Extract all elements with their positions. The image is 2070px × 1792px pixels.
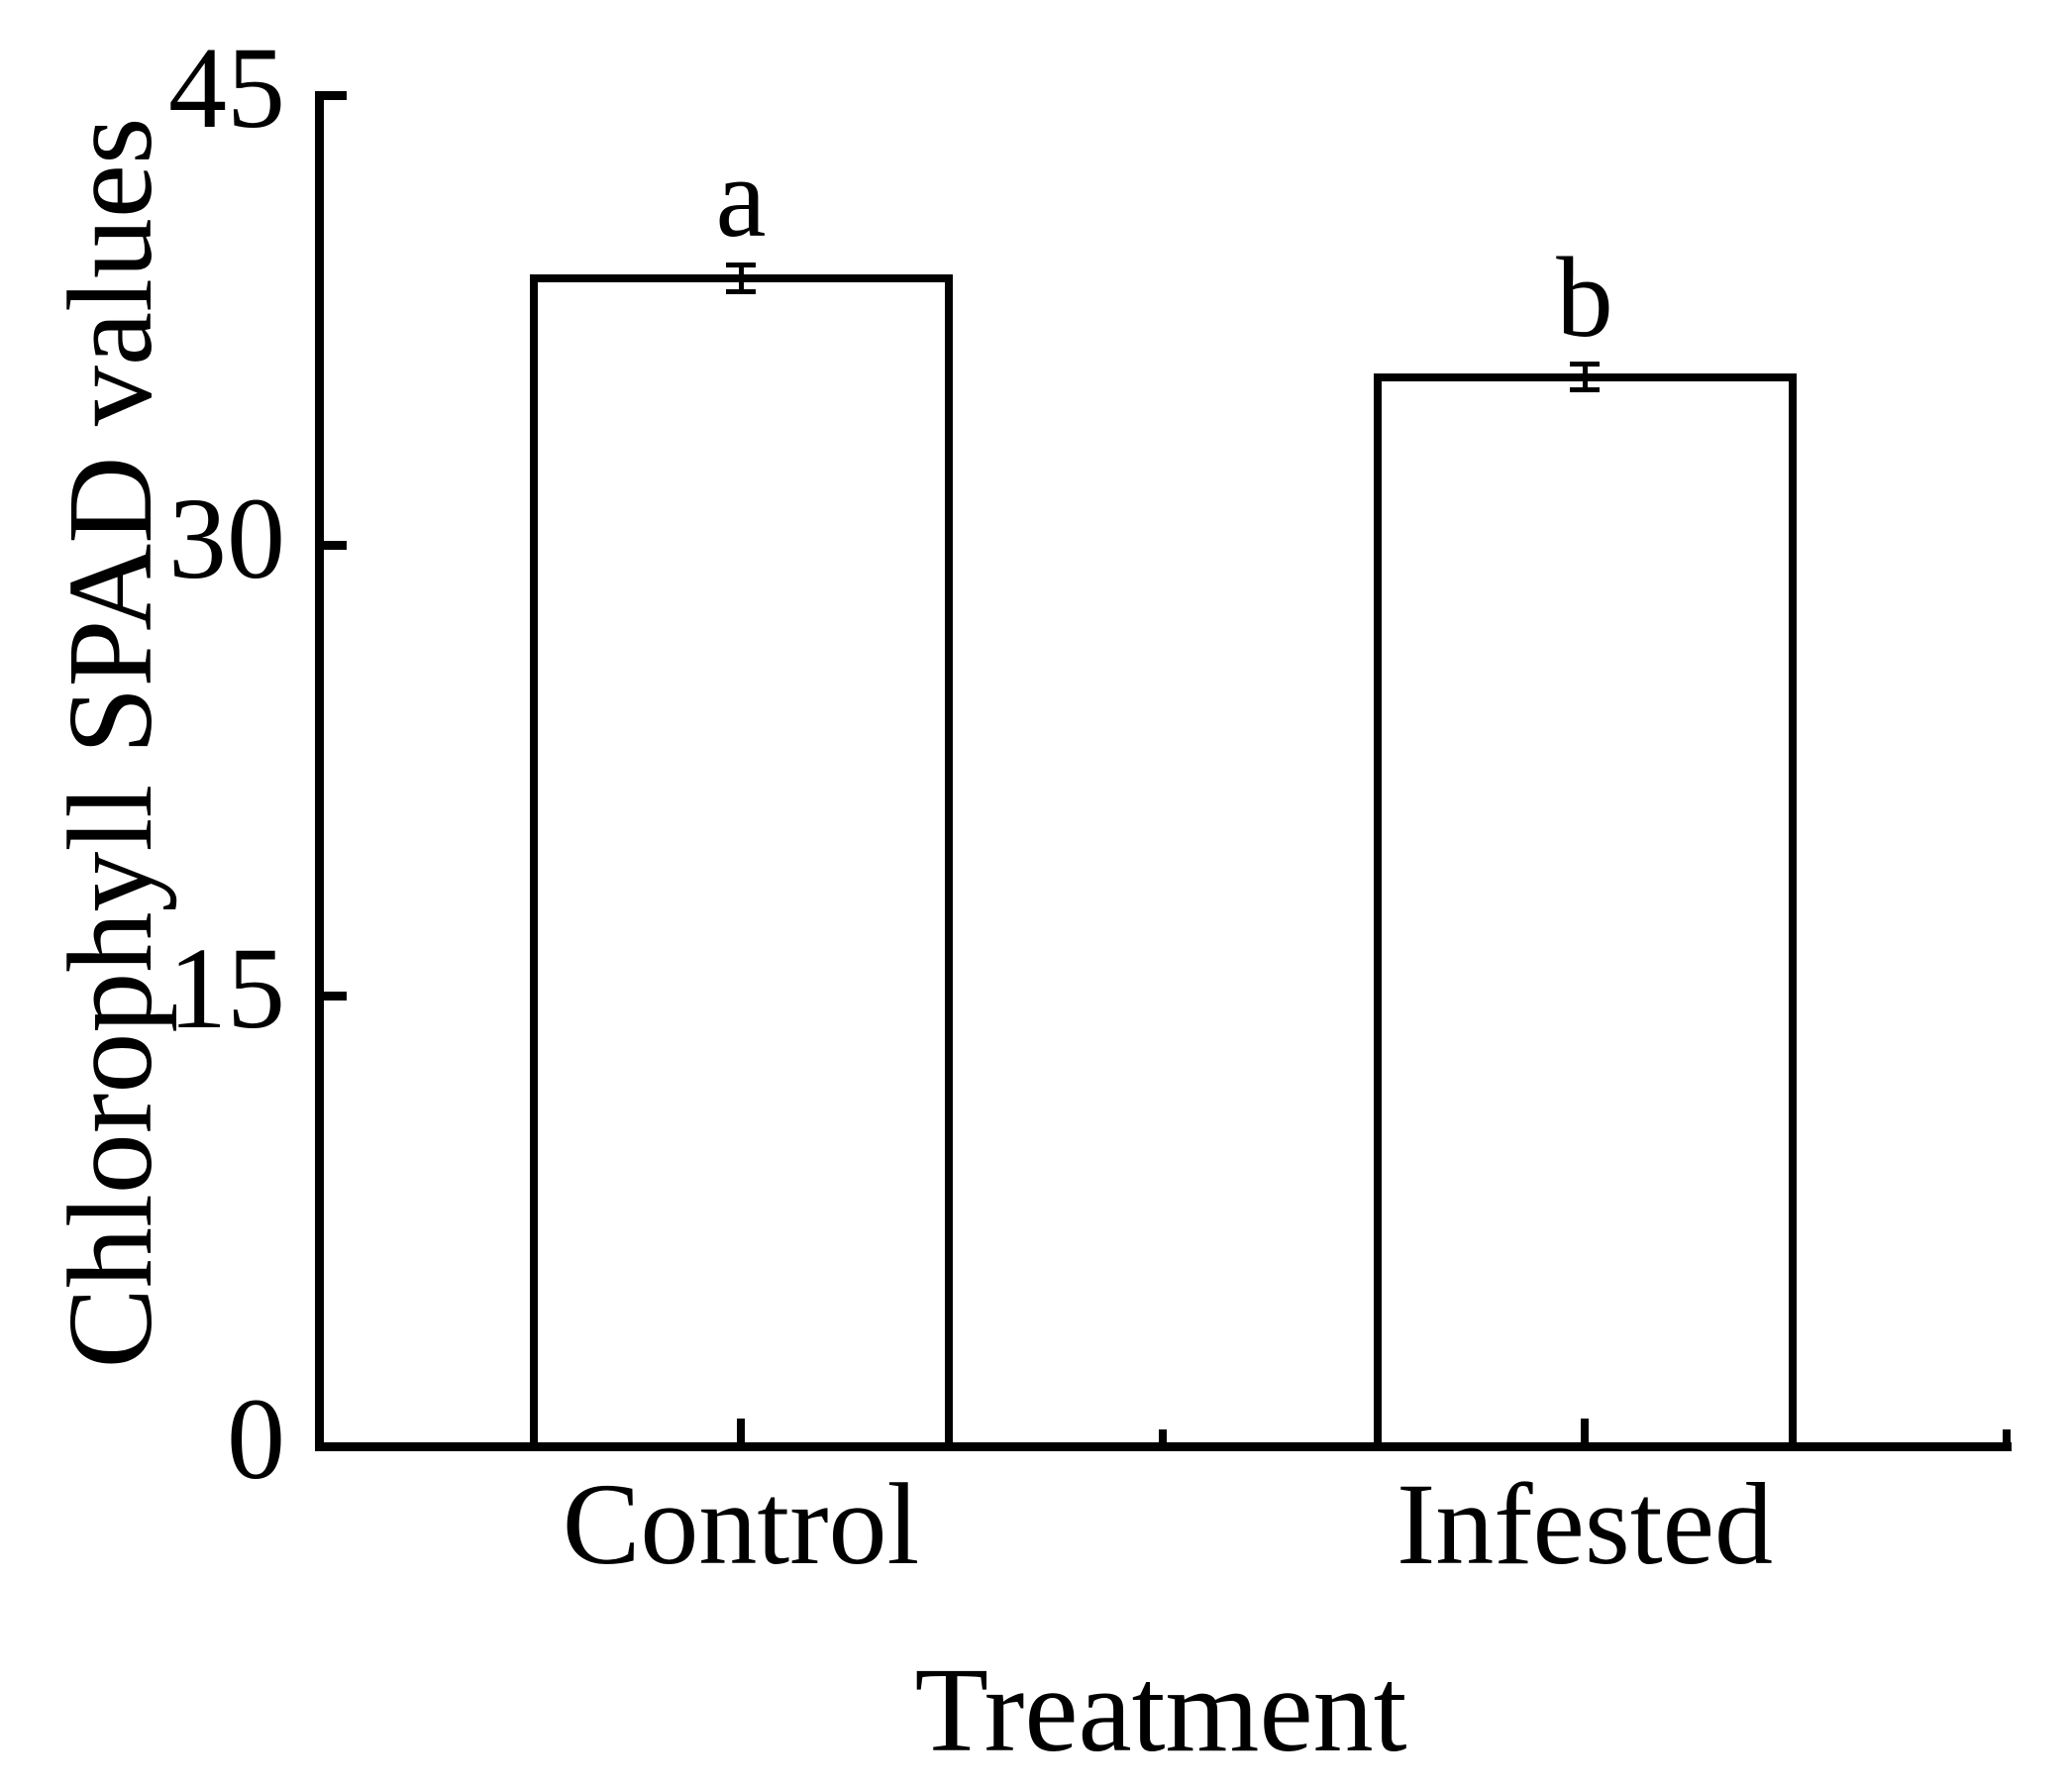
x-axis-title: Treatment — [914, 1643, 1407, 1777]
bar-infested — [1374, 373, 1797, 1451]
error-bar-cap-top-infested — [1570, 362, 1600, 367]
x-axis-line — [315, 1442, 2012, 1451]
y-tick-label: 30 — [168, 474, 285, 603]
bar-control — [530, 274, 953, 1451]
error-bar-stem-infested — [1583, 365, 1588, 390]
y-tick-label: 45 — [168, 23, 285, 153]
error-bar-stem-control — [739, 264, 744, 291]
error-bar-cap-bottom-infested — [1570, 387, 1600, 392]
y-axis-title: Chlorophyll SPAD values — [44, 117, 177, 1369]
x-tick-control — [737, 1419, 745, 1442]
y-tick — [323, 541, 347, 550]
significance-letter-control: a — [715, 135, 767, 261]
y-axis-line — [315, 91, 324, 1451]
x-tick-infested — [1581, 1419, 1589, 1442]
x-tick-minor — [1159, 1429, 1167, 1442]
significance-letter-infested: b — [1556, 235, 1613, 361]
y-tick — [323, 91, 347, 100]
y-tick-label: 15 — [168, 923, 285, 1053]
error-bar-cap-top-control — [726, 263, 756, 267]
y-tick — [323, 992, 347, 1001]
x-category-label-control: Control — [562, 1459, 920, 1589]
y-tick-label: 0 — [227, 1374, 285, 1504]
x-category-label-infested: Infested — [1396, 1459, 1774, 1589]
x-tick-minor — [2003, 1429, 2011, 1442]
error-bar-cap-bottom-control — [726, 289, 756, 294]
